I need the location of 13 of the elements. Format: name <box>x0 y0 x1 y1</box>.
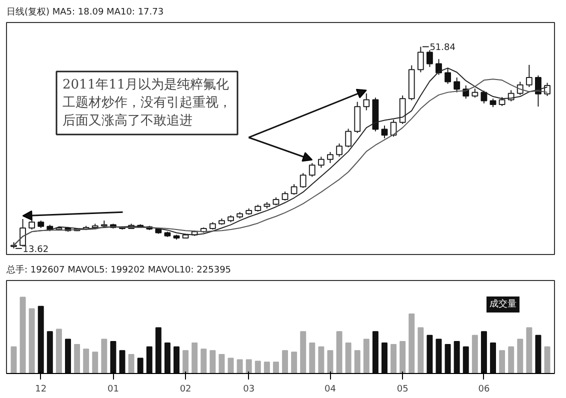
annotation: 成交量 <box>490 298 516 310</box>
chart-subtitle: 总手: 192607 MAVOL5: 199202 MAVOL10: 225395 <box>6 264 232 276</box>
x-tick-label: 12 <box>35 384 47 394</box>
chart-subtitle: 日线(复权) MA5: 18.09 MA10: 17.73 <box>6 6 164 18</box>
annotation: 2011年11月以为是纯粹氟化工题材炒作，没有引起重视，后面又涨高了不敢追进 <box>62 78 232 128</box>
x-tick-label: 01 <box>107 384 119 394</box>
x-tick-label: 02 <box>180 384 192 394</box>
x-tick-label: 03 <box>243 384 255 394</box>
x-tick-label: 04 <box>324 384 336 394</box>
x-tick-label: 05 <box>396 384 408 394</box>
annotation: 51.84 <box>430 43 456 54</box>
x-tick-label: 06 <box>478 384 490 394</box>
annotation: 13.62 <box>22 244 49 255</box>
